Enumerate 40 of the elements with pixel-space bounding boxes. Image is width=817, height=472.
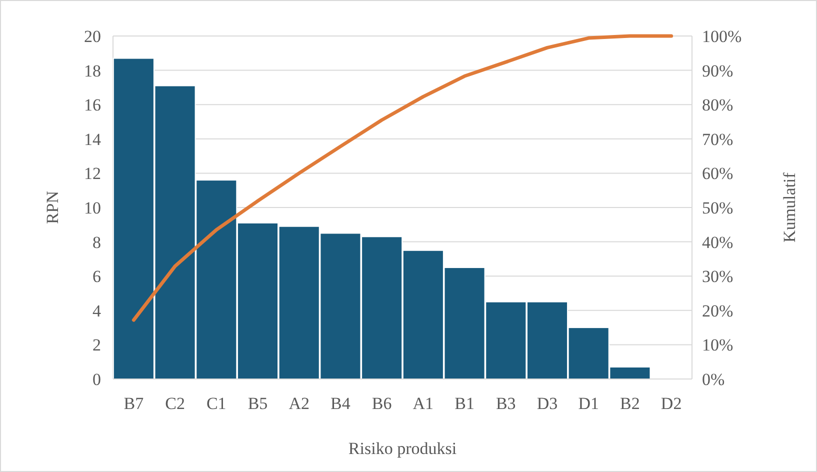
y-tick-label: 18 (84, 61, 101, 80)
x-tick-label: B7 (124, 394, 144, 413)
x-tick-label: D3 (536, 394, 558, 413)
y2-tick-label: 50% (702, 198, 734, 218)
y-tick-label: 10 (84, 198, 101, 218)
x-tick-label: A2 (288, 394, 310, 413)
x-tick-label: B1 (454, 394, 474, 413)
y2-tick-label: 30% (702, 267, 734, 286)
y-tick-label: 0 (92, 370, 101, 389)
y-tick-label: 6 (92, 267, 101, 286)
x-axis-title: Risiko produksi (348, 439, 457, 458)
x-tick-label: C1 (206, 394, 226, 413)
y2-tick-label: 20% (702, 301, 734, 320)
y-tick-label: 16 (84, 96, 101, 115)
x-tick-label: A1 (412, 394, 434, 413)
y-axis-title: RPN (43, 190, 62, 224)
x-tick-label: B5 (248, 394, 268, 413)
y-tick-label: 14 (84, 130, 102, 149)
y-tick-label: 8 (92, 232, 101, 252)
y2-axis-title: Kumulatif (780, 172, 799, 242)
y-tick-label: 2 (92, 336, 101, 355)
y2-tick-label: 100% (702, 26, 742, 46)
x-tick-label: D2 (660, 394, 682, 413)
y-tick-label: 12 (84, 164, 101, 184)
x-tick-label: D1 (578, 394, 599, 413)
y2-tick-label: 0% (702, 370, 725, 389)
y2-tick-label: 60% (702, 164, 734, 184)
y2-tick-label: 70% (702, 130, 734, 149)
y2-tick-label: 80% (702, 96, 734, 115)
y2-tick-label: 90% (702, 61, 734, 80)
x-tick-label: B3 (496, 394, 516, 413)
x-tick-label: B4 (330, 394, 351, 413)
y-tick-label: 20 (84, 26, 101, 46)
y2-tick-label: 40% (702, 232, 734, 252)
x-tick-label: B6 (372, 394, 392, 413)
y2-tick-label: 10% (702, 336, 734, 355)
y-tick-label: 4 (92, 301, 102, 320)
x-tick-label: B2 (620, 394, 640, 413)
x-tick-label: C2 (165, 394, 185, 413)
line-series (132, 34, 674, 322)
